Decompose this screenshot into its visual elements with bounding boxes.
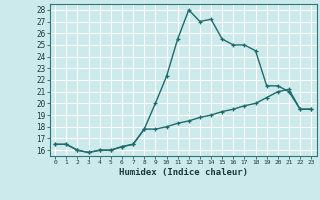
X-axis label: Humidex (Indice chaleur): Humidex (Indice chaleur): [119, 168, 248, 177]
